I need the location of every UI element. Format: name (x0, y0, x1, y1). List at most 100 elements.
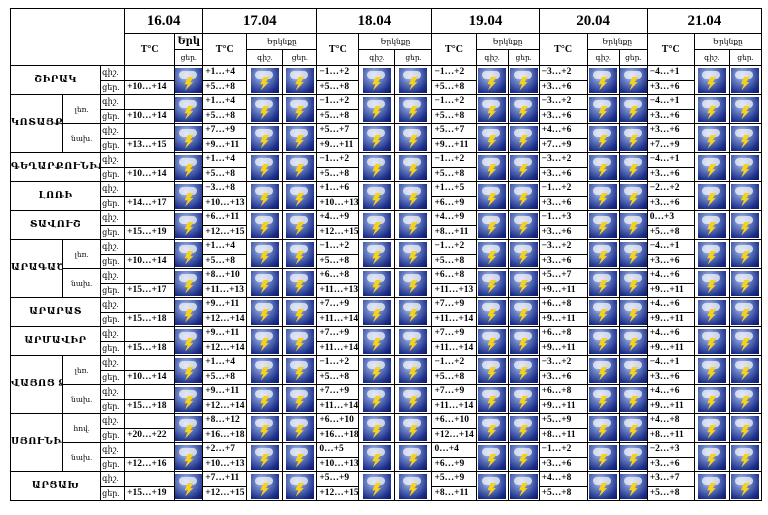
weather-icon-cell (475, 65, 509, 95)
weather-icon-cell (693, 442, 730, 472)
weather-icon-cell (618, 326, 648, 356)
weather-icon-cell (174, 123, 204, 153)
temp-night: +1…+4 (202, 94, 248, 110)
weather-icon-cell (394, 413, 433, 443)
weather-icon (589, 357, 618, 383)
weather-icon (620, 154, 647, 180)
weather-icon-cell (693, 268, 730, 298)
weather-icon (250, 415, 279, 441)
temp-day: +11…+13 (202, 282, 248, 298)
weather-icon (362, 328, 391, 354)
weather-icon-cell (246, 123, 284, 153)
weather-icon (731, 357, 760, 383)
temp-day: +8…+11 (538, 427, 588, 443)
row: նախ. գիշ. +9…+11 +7…+9 +7…+9 +6…+8 +4…+6 (11, 384, 763, 414)
temp-day: +20…+22 (124, 427, 176, 443)
weather-icon (509, 473, 538, 499)
temp-day: +16…+18 (316, 427, 360, 443)
temp-day: +15…+18 (124, 398, 176, 414)
weather-icon (478, 212, 507, 238)
weather-icon (362, 125, 391, 151)
weather-icon (250, 212, 279, 238)
day-header: ցեր. (618, 49, 648, 66)
temp-day: +3…+6 (646, 79, 695, 95)
weather-icon (697, 125, 726, 151)
temp-night: +3…+6 (646, 123, 695, 139)
day-label: ցեր. (100, 79, 126, 95)
weather-icon (620, 270, 647, 296)
temp-day: +3…+6 (538, 79, 588, 95)
weather-icon (399, 444, 428, 470)
temp-night: +4…+6 (646, 268, 695, 284)
weather-icon (589, 473, 618, 499)
weather-icon-cell (358, 384, 396, 414)
weather-icon (175, 299, 202, 325)
temp-night: +5…+7 (431, 123, 477, 139)
sub-region: հով. (62, 413, 102, 443)
weather-icon (399, 183, 428, 209)
weather-icon-cell (618, 181, 648, 211)
temp-night: +9…+11 (202, 297, 248, 313)
weather-icon (362, 386, 391, 412)
temp-night: +6…+8 (538, 297, 588, 313)
date: 20.04 (538, 8, 648, 34)
temp-header: T°C (316, 33, 360, 66)
weather-icon (250, 67, 279, 93)
weather-icon-cell (586, 181, 620, 211)
temp-day: +5…+8 (202, 369, 248, 385)
weather-icon-cell (246, 384, 284, 414)
weather-icon (175, 415, 202, 441)
night-header: գիշ. (693, 49, 730, 66)
weather-icon (509, 241, 538, 267)
weather-icon-cell (728, 442, 763, 472)
day-label: ցեր. (100, 108, 126, 124)
day-header: ցեր. (507, 49, 540, 66)
temp-empty (124, 384, 176, 400)
weather-icon (175, 212, 202, 238)
weather-icon (362, 270, 391, 296)
weather-icon-cell (693, 210, 730, 240)
temp-night: −1…+3 (538, 210, 588, 226)
weather-icon-cell (394, 123, 433, 153)
temp-day: +3…+6 (646, 166, 695, 182)
temp-day: +3…+6 (538, 369, 588, 385)
temp-day: +3…+6 (646, 369, 695, 385)
weather-icon-cell (728, 384, 763, 414)
region-name: ՇԻՐԱԿ (9, 65, 102, 95)
weather-icon-cell (586, 94, 620, 124)
row: ԱՐՑԱԽ գիշ. +7…+11 +5…+9 +5…+9 +4…+8 +3…+7 (9, 471, 763, 501)
weather-icon (589, 299, 618, 325)
temp-day: +5…+8 (646, 224, 695, 240)
sky-header: Երկ (174, 33, 204, 50)
weather-icon-cell (358, 152, 396, 182)
weather-icon-cell (394, 297, 433, 327)
temp-night: +2…+7 (202, 442, 248, 458)
weather-icon (478, 241, 507, 267)
weather-icon-cell (728, 326, 763, 356)
row: 16.04 17.04 18.04 19.04 20.04 21.04 (9, 8, 763, 66)
weather-icon-cell (586, 65, 620, 95)
temp-night: 0…+4 (431, 442, 477, 458)
temp-night: +7…+9 (316, 297, 360, 313)
weather-icon (399, 299, 428, 325)
temp-header: T°C (124, 33, 176, 66)
temp-day: +8…+11 (431, 224, 477, 240)
weather-icon-cell (282, 384, 318, 414)
weather-icon (285, 386, 314, 412)
temp-night: −3…+8 (202, 181, 248, 197)
temp-day: +9…+11 (646, 311, 695, 327)
temp-day: +9…+11 (538, 311, 588, 327)
temp-night: −2…+3 (646, 442, 695, 458)
temp-night: +4…+9 (316, 210, 360, 226)
temp-day: +8…+11 (431, 485, 477, 501)
row: ՏԱՎՈՒՇ գիշ. +6…+11 +4…+9 +4…+9 −1…+3 0…+3 (9, 210, 763, 240)
weather-icon-cell (618, 210, 648, 240)
temp-day: +3…+6 (646, 108, 695, 124)
weather-icon-cell (693, 152, 730, 182)
weather-icon (285, 241, 314, 267)
row: ԼՈՌԻ գիշ. −3…+8 +1…+6 +1…+5 −1…+2 −2…+2 (9, 181, 763, 211)
temp-day: +12…+15 (316, 485, 360, 501)
weather-icon (478, 154, 507, 180)
temp-night: +4…+6 (538, 123, 588, 139)
weather-icon (175, 328, 202, 354)
